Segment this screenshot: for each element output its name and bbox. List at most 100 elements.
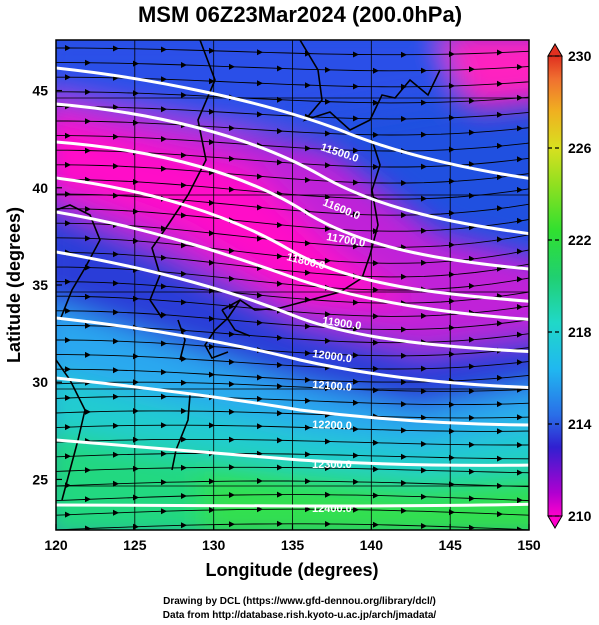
streamline-arrow	[449, 324, 455, 331]
streamline-arrow	[449, 298, 455, 305]
streamline-arrow	[469, 255, 475, 262]
streamline-arrow	[133, 379, 139, 386]
streamline-arrow	[133, 353, 139, 360]
streamline-arrow	[277, 410, 283, 417]
colorbar-tick-label: 214	[568, 416, 592, 432]
streamline-arrow	[181, 212, 187, 219]
streamline-arrow	[373, 387, 379, 394]
streamline-arrow	[401, 212, 407, 219]
streamline-arrow	[181, 464, 187, 471]
streamline-arrow	[373, 67, 379, 74]
streamline-arrow	[373, 492, 379, 499]
streamline-arrow	[133, 295, 139, 302]
streamline-arrow	[305, 82, 311, 89]
streamline-arrow	[305, 177, 311, 183]
streamline-arrow	[277, 222, 283, 228]
streamline-arrow	[449, 241, 455, 248]
streamline-arrow	[161, 165, 167, 172]
streamline-arrow	[85, 525, 91, 530]
streamline-arrow	[209, 507, 215, 513]
streamline-arrow	[469, 129, 475, 136]
streamline-arrow	[469, 97, 475, 104]
contour-12400	[56, 502, 529, 508]
streamline-arrow	[421, 493, 427, 500]
streamline-arrow	[401, 480, 407, 486]
streamline-arrow	[209, 139, 215, 146]
streamline-arrow	[469, 336, 475, 343]
streamline-arrow	[229, 359, 235, 365]
streamline-arrow	[257, 80, 263, 87]
streamline-arrow	[469, 283, 475, 289]
colorbar-tick-label: 230	[568, 48, 592, 64]
streamline-arrow	[133, 119, 139, 126]
streamline-arrow	[257, 506, 263, 513]
streamline-arrow	[305, 240, 311, 247]
streamline-arrow	[469, 524, 475, 530]
streamline-arrow	[113, 104, 119, 111]
streamline-arrow	[517, 442, 523, 448]
streamline-arrow	[325, 385, 331, 392]
contour-label: 11900.0	[322, 315, 362, 332]
contour-11800	[56, 176, 529, 303]
streamline-arrow	[209, 108, 215, 115]
streamline-arrow	[497, 511, 503, 518]
streamline-arrow	[517, 497, 523, 504]
streamline-arrow	[277, 334, 283, 341]
contour-12300	[56, 438, 529, 467]
streamline-arrow	[421, 131, 427, 138]
streamline-arrow	[85, 293, 91, 300]
streamline-arrow	[497, 320, 503, 327]
streamline-arrow	[277, 65, 283, 72]
streamline-arrow	[161, 393, 167, 400]
streamline-arrow	[449, 82, 455, 89]
streamline-arrow	[401, 379, 407, 386]
streamline-arrow	[353, 378, 359, 385]
streamline-arrow	[181, 379, 187, 386]
streamline-arrow	[277, 96, 283, 103]
streamline-arrow	[449, 454, 455, 461]
streamline-arrow	[65, 482, 71, 489]
streamline-arrow	[257, 235, 263, 242]
streamline-arrow	[305, 145, 311, 152]
streamline-arrow	[497, 142, 503, 149]
streamline-arrow	[449, 428, 455, 435]
streamline-arrow	[421, 441, 427, 447]
streamline-arrow	[277, 437, 283, 444]
streamline-arrow	[401, 507, 407, 514]
streamline-arrow	[161, 254, 167, 261]
streamline-arrow	[181, 522, 187, 529]
streamline-arrow	[161, 311, 167, 318]
streamline-arrow	[113, 509, 119, 516]
streamline-arrow	[325, 66, 331, 73]
streamline-arrow	[133, 465, 139, 472]
streamline-arrow	[421, 99, 427, 106]
streamline-arrow	[65, 337, 71, 344]
streamline-arrow	[497, 111, 503, 118]
streamline-arrow	[85, 59, 91, 66]
streamline-arrow	[469, 388, 475, 395]
streamline-arrow	[161, 422, 167, 429]
streamline-arrow	[229, 436, 235, 443]
streamline-arrow	[229, 247, 235, 254]
streamline-arrow	[277, 280, 283, 287]
streamline-arrow	[401, 115, 407, 122]
streamline-arrow	[257, 292, 263, 299]
y-tick-label: 30	[32, 374, 48, 390]
streamline-arrow	[161, 450, 167, 457]
streamline-arrow	[65, 161, 71, 168]
streamline-arrow	[325, 257, 331, 264]
streamline-arrow	[517, 64, 523, 70]
streamline-arrow	[65, 424, 71, 431]
streamline-arrow	[133, 90, 139, 97]
streamline-arrow	[257, 204, 263, 211]
streamline-arrow	[113, 163, 119, 170]
x-tick-label: 135	[281, 537, 305, 553]
streamline-arrow	[325, 162, 331, 169]
streamline-arrow	[181, 355, 187, 362]
x-axis: 120 125 130 135 140 145 150	[44, 524, 541, 553]
streamline-arrow	[65, 394, 71, 401]
streamline-arrow	[353, 83, 359, 90]
streamline-arrow	[181, 436, 187, 443]
streamline-arrow	[305, 269, 311, 276]
streamline-arrow	[517, 359, 523, 366]
